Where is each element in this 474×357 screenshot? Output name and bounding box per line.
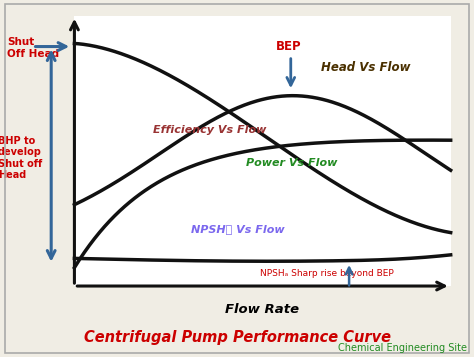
Text: Centrifugal Pump Performance Curve: Centrifugal Pump Performance Curve [83, 330, 391, 345]
Text: Flow Rate: Flow Rate [226, 303, 300, 316]
Text: BEP: BEP [276, 40, 301, 52]
Text: BHP to
develop
Shut off
Head: BHP to develop Shut off Head [0, 136, 42, 180]
Text: Chemical Engineering Site: Chemical Engineering Site [338, 343, 467, 353]
Text: Efficiency Vs Flow: Efficiency Vs Flow [154, 125, 267, 135]
Text: NPSHₐ Sharp rise beyond BEP: NPSHₐ Sharp rise beyond BEP [260, 269, 394, 278]
Text: Head Vs Flow: Head Vs Flow [320, 61, 410, 74]
Text: NPSHሠ Vs Flow: NPSHሠ Vs Flow [191, 224, 284, 234]
Text: Shut
Off Head: Shut Off Head [7, 37, 59, 59]
Text: Power Vs Flow: Power Vs Flow [246, 158, 337, 168]
FancyBboxPatch shape [74, 16, 451, 286]
